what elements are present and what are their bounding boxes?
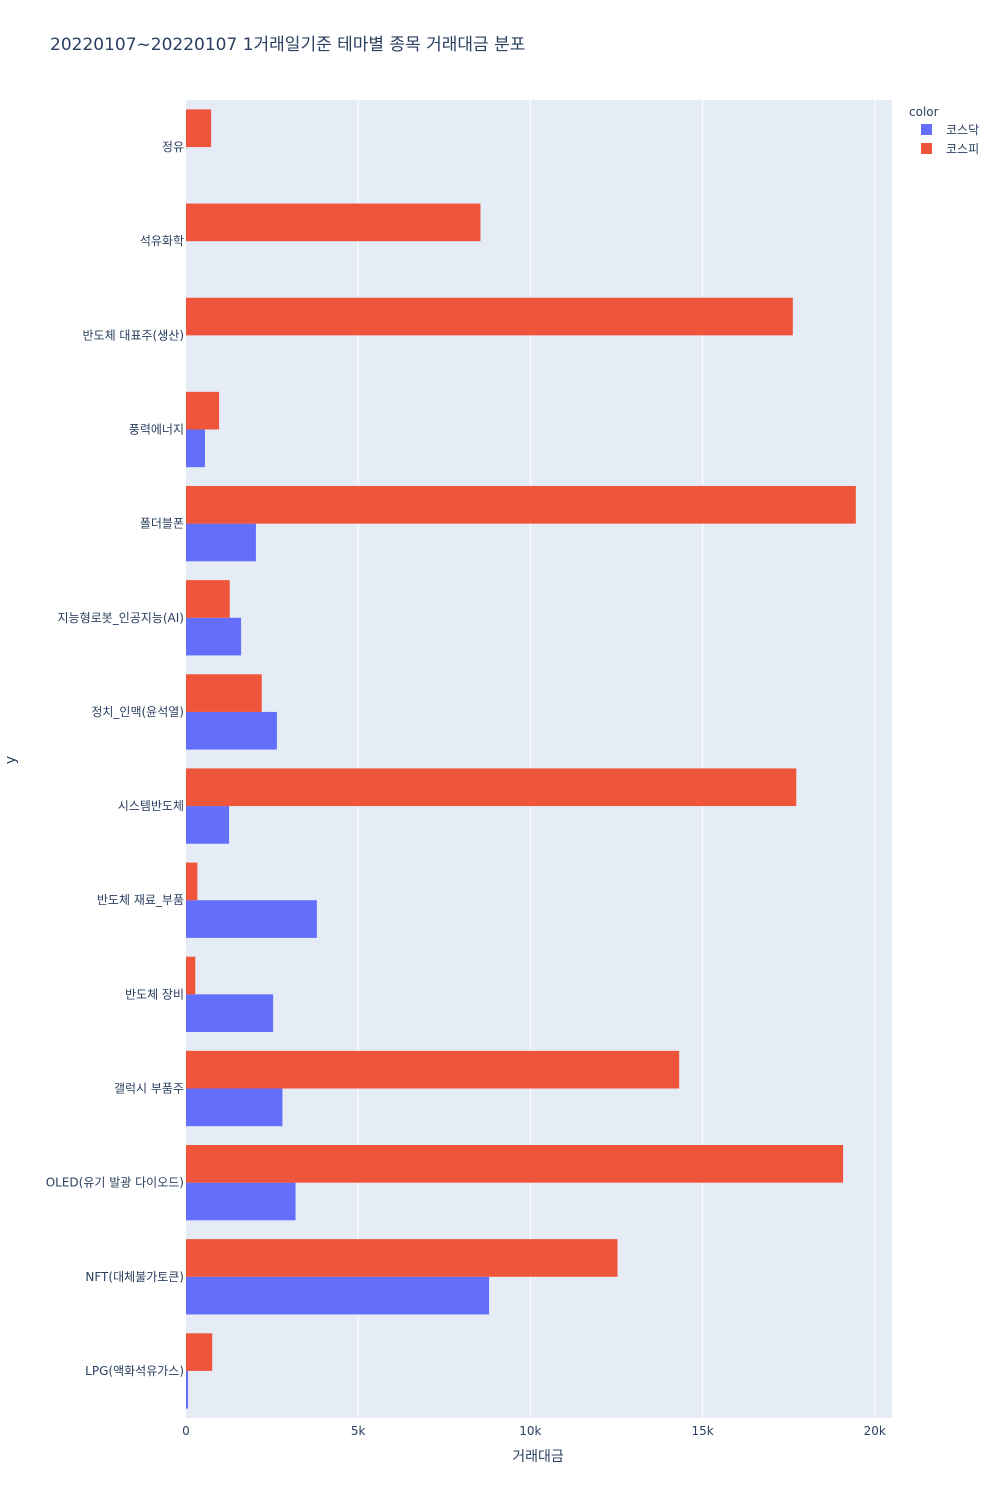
bar-kospi[interactable]: [186, 1144, 844, 1183]
bar-kospi[interactable]: [186, 297, 793, 336]
bar-kosdaq[interactable]: [186, 617, 242, 656]
y-tick-label: 반도체 장비: [125, 987, 184, 1001]
y-tick-label: 정유: [162, 140, 184, 154]
legend-title: color: [909, 105, 939, 119]
bar-kospi[interactable]: [186, 203, 481, 242]
legend-swatch: [921, 143, 932, 154]
bar-kospi[interactable]: [186, 956, 196, 995]
legend-label: 코스닥: [946, 123, 979, 137]
bar-kospi[interactable]: [186, 674, 262, 712]
bar-kospi[interactable]: [186, 1050, 680, 1089]
bar-kospi[interactable]: [186, 768, 797, 807]
bar-kosdaq[interactable]: [186, 1088, 283, 1127]
y-tick-label: 지능형로봇_인공지능(AI): [58, 611, 184, 625]
bar-kospi[interactable]: [186, 580, 230, 618]
bar-kospi[interactable]: [186, 862, 198, 901]
y-tick-label: OLED(유기 발광 다이오드): [46, 1176, 184, 1190]
bar-kosdaq[interactable]: [186, 1182, 296, 1221]
y-tick-label: 정치_인맥(윤석열): [91, 705, 184, 719]
y-tick-label: 풍력에너지: [129, 423, 184, 437]
x-tick-label: 10k: [519, 1424, 541, 1438]
bar-kosdaq[interactable]: [186, 900, 317, 938]
x-axis-title: 거래대금: [512, 1449, 564, 1465]
y-tick-label: LPG(액화석유가스): [85, 1364, 184, 1378]
bar-kosdaq[interactable]: [186, 994, 274, 1033]
y-tick-label: 폴더블폰: [140, 517, 184, 531]
bar-kosdaq[interactable]: [186, 523, 256, 562]
legend-item[interactable]: 코스피: [921, 142, 979, 156]
bar-kosdaq[interactable]: [186, 429, 205, 468]
bar-kosdaq[interactable]: [186, 1370, 189, 1409]
bar-kosdaq[interactable]: [186, 711, 277, 750]
bar-kospi[interactable]: [186, 391, 220, 430]
y-axis-title: y: [3, 756, 19, 764]
bar-kosdaq[interactable]: [186, 1276, 490, 1315]
bar-kospi[interactable]: [186, 1239, 618, 1277]
bar-kospi[interactable]: [186, 485, 856, 524]
x-tick-label: 15k: [691, 1424, 713, 1438]
legend-item[interactable]: 코스닥: [921, 123, 979, 137]
y-tick-label: 시스템반도체: [118, 799, 184, 813]
legend-label: 코스피: [946, 142, 979, 156]
bar-kospi[interactable]: [186, 109, 212, 148]
x-tick-label: 20k: [864, 1424, 886, 1438]
y-tick-label: 갤럭시 부품주: [114, 1082, 184, 1096]
x-tick-label: 0: [182, 1424, 190, 1438]
y-tick-label: 석유화학: [140, 234, 184, 248]
bar-kospi[interactable]: [186, 1333, 213, 1371]
chart-title: 20220107~20220107 1거래일기준 테마별 종목 거래대금 분포: [50, 35, 525, 55]
bar-kosdaq[interactable]: [186, 806, 230, 844]
legend-swatch: [921, 124, 932, 135]
y-tick-label: 반도체 재료_부품: [97, 893, 184, 907]
x-tick-label: 5k: [351, 1424, 366, 1438]
y-tick-label: 반도체 대표주(생산): [83, 328, 185, 342]
y-tick-label: NFT(대체불가토큰): [85, 1270, 184, 1284]
